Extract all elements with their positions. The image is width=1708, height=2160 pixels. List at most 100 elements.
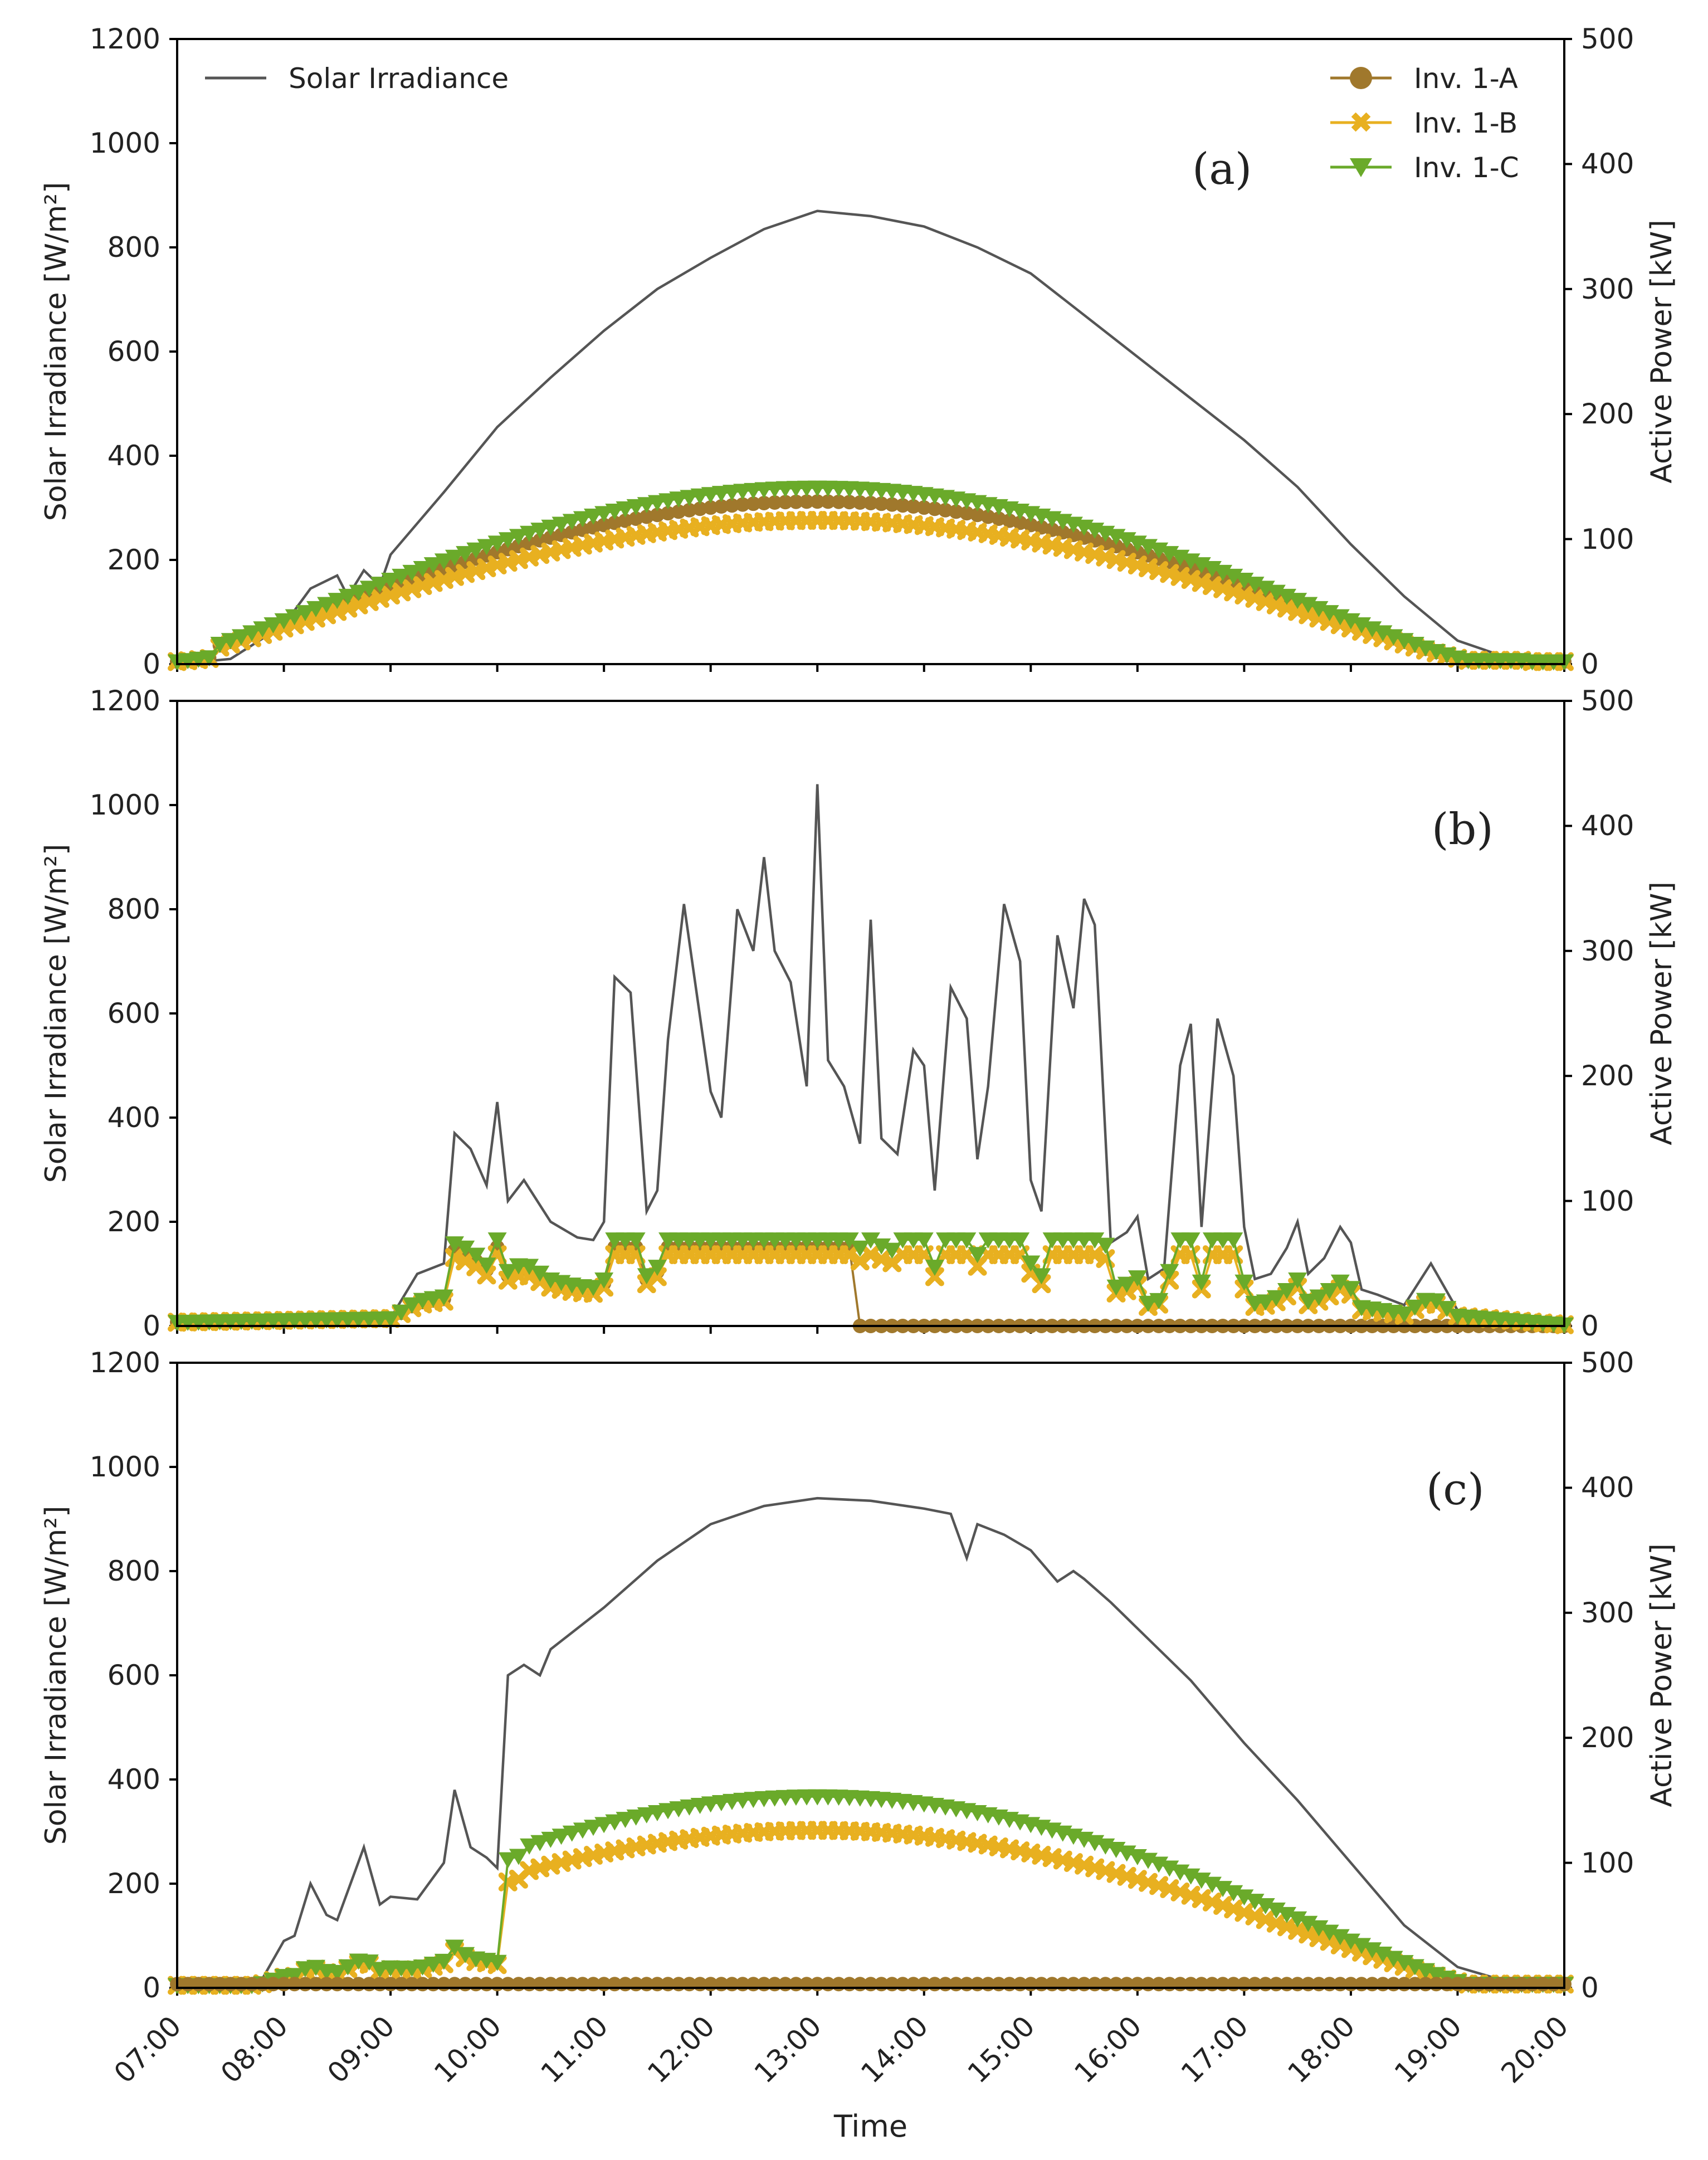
inv-c-point	[456, 546, 475, 563]
inv-c-point	[1277, 588, 1296, 605]
inv-c-point	[285, 609, 304, 626]
inv-c-point	[477, 1257, 496, 1274]
inv-c-point	[445, 549, 464, 566]
inv-c-point	[381, 572, 401, 589]
inv-c-point	[349, 584, 368, 601]
inv-a-point	[970, 508, 985, 523]
inv-a-point	[895, 498, 910, 513]
inv-a-point	[916, 500, 931, 515]
inv-c-point	[1373, 1947, 1393, 1963]
inv-c-point	[573, 1822, 592, 1839]
right-tick-label: 300	[1581, 935, 1634, 967]
inv-c-point	[1192, 1274, 1211, 1291]
right-tick-label: 500	[1581, 1347, 1634, 1379]
left-tick-label: 1200	[90, 685, 160, 717]
inv-c-point	[520, 1259, 539, 1275]
inv-c-point	[1288, 593, 1307, 610]
left-y-axis-label-b: Solar Irradiance [W/m²]	[40, 844, 73, 1183]
inv-c-point	[221, 633, 240, 650]
inv-c-point	[594, 1272, 614, 1289]
panel-label-a: (a)	[1192, 144, 1252, 194]
inv-c-point	[1234, 1274, 1254, 1291]
inv-b-point	[840, 1245, 859, 1265]
inv-c-point	[1288, 1911, 1307, 1928]
irradiance-line	[177, 1496, 1565, 1990]
plot-area-a	[168, 38, 1574, 672]
inv-c-point	[402, 564, 422, 581]
inv-c-point	[1117, 1276, 1136, 1293]
inv-c-point	[487, 1954, 507, 1971]
inv-a-point	[692, 501, 707, 516]
plot-frame-c	[176, 1362, 1565, 1989]
inv-c-point	[968, 1247, 987, 1264]
inv-c-point	[295, 605, 315, 622]
inv-c-point	[1128, 1270, 1147, 1287]
left-tick-label: 0	[143, 648, 160, 680]
inv-c-point	[584, 1820, 603, 1836]
inv-c-point	[210, 637, 230, 654]
inv-c-point	[530, 1835, 550, 1851]
inv-c-point	[1299, 1915, 1318, 1932]
inv-c-point	[530, 1265, 550, 1282]
inv-a-point	[821, 494, 836, 509]
inv-c-point	[263, 617, 283, 634]
inv-c-point	[338, 1959, 358, 1976]
inv-a-point	[650, 508, 665, 523]
inv-c-point	[520, 525, 539, 542]
inv-c-point	[626, 1232, 646, 1249]
inv-a-point	[863, 495, 878, 510]
inv-c-point	[1245, 1894, 1265, 1910]
right-ticks-c: 0 100 200 300 400 500	[1581, 1347, 1634, 2004]
inv-c-point	[914, 1232, 934, 1249]
inv-a-point	[639, 509, 654, 524]
inv-c-point	[626, 499, 646, 515]
inv-c-point	[1266, 584, 1286, 601]
inv-c-point	[509, 529, 528, 545]
inv-c-point	[199, 650, 219, 667]
left-tick-label: 200	[108, 1206, 160, 1238]
inv-a-point	[767, 495, 782, 510]
inv-c-point	[434, 553, 453, 570]
inv-a-point	[906, 499, 921, 514]
inv-c-point	[1309, 1289, 1329, 1306]
inv-a-point	[725, 498, 739, 513]
plot-frame-b	[176, 700, 1565, 1327]
inv-c-point	[242, 625, 262, 642]
inv-a-point	[927, 501, 942, 516]
inv-c-point	[1299, 597, 1318, 613]
inv-c-point	[231, 629, 251, 646]
inv-c-point	[1224, 1232, 1243, 1249]
inv-c-point	[317, 597, 336, 613]
left-tick-label: 400	[108, 1763, 160, 1796]
inv-b-point	[520, 1266, 539, 1286]
left-tick-label: 200	[108, 544, 160, 576]
inv-c-point	[872, 1238, 891, 1255]
inv-c-point	[925, 1260, 944, 1276]
inv-c-point	[509, 1849, 528, 1865]
legend-label-irradiance: Solar Irradiance	[289, 62, 509, 95]
left-tick-label: 600	[108, 1659, 160, 1691]
inv-c-point	[359, 581, 379, 597]
right-tick-label: 100	[1581, 523, 1634, 555]
right-tick-label: 400	[1581, 1471, 1634, 1504]
inv-c-point	[541, 1831, 560, 1848]
inv-c-point	[1192, 1873, 1211, 1889]
left-tick-label: 400	[108, 440, 160, 472]
left-tick-label: 0	[143, 1972, 160, 2004]
inv-c-point	[1277, 1907, 1296, 1923]
right-tick-label: 500	[1581, 685, 1634, 717]
inv-b-point	[925, 1267, 944, 1286]
inv-a-point	[885, 497, 900, 512]
right-tick-label: 300	[1581, 273, 1634, 305]
left-tick-label: 600	[108, 997, 160, 1030]
inv-c-point	[1330, 609, 1350, 626]
inv-c-point	[552, 516, 571, 533]
inv-a-point	[682, 503, 697, 518]
inv-c-point	[541, 519, 560, 536]
inv-c-point	[1394, 1306, 1414, 1323]
inv-c-point	[487, 1232, 507, 1249]
right-tick-label: 0	[1581, 1310, 1599, 1342]
left-tick-label: 1000	[90, 1451, 160, 1483]
